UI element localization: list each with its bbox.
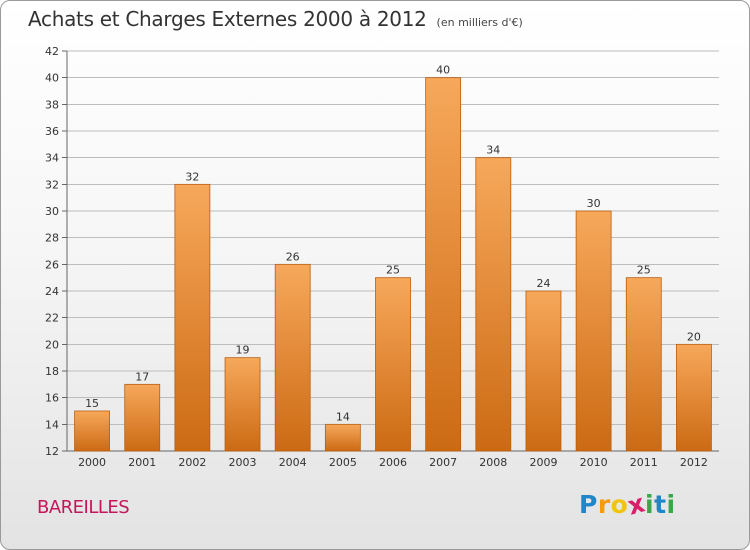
bar-2009: [525, 290, 562, 452]
y-tick-label: 36: [45, 125, 59, 138]
bar-value-label: 24: [536, 277, 550, 290]
bar-value-label: 26: [286, 250, 300, 263]
y-tick-label: 40: [45, 72, 59, 85]
logo-letter: P: [579, 490, 598, 519]
bar-value-label: 25: [637, 264, 651, 277]
x-tick-label: 2002: [178, 456, 206, 469]
y-tick-label: 18: [45, 365, 59, 378]
x-tick-label: 2003: [229, 456, 257, 469]
x-tick-label: 2006: [379, 456, 407, 469]
bar-value-label: 14: [336, 410, 350, 423]
bar-value-label: 34: [486, 144, 500, 157]
logo-letter: o: [610, 490, 629, 519]
y-tick-label: 20: [45, 338, 59, 351]
title-text: Achats et Charges Externes 2000 à 2012: [28, 7, 427, 31]
bar-2006: [375, 277, 411, 452]
x-tick-label: 2010: [580, 456, 608, 469]
x-tick-label: 2005: [329, 456, 357, 469]
y-tick-label: 28: [45, 232, 59, 245]
bar-2011: [625, 277, 662, 452]
y-tick-label: 42: [45, 45, 59, 58]
y-tick-label: 34: [45, 152, 59, 165]
bar-value-label: 15: [85, 397, 99, 410]
bar-value-label: 17: [135, 370, 149, 383]
logo-letter: i: [645, 490, 655, 519]
x-tick-label: 2004: [279, 456, 307, 469]
bar-value-label: 40: [436, 64, 450, 77]
town-name: BAREILLES: [37, 497, 130, 518]
bar-2012: [676, 343, 712, 452]
x-tick-label: 2008: [479, 456, 507, 469]
bar-2007: [425, 77, 462, 452]
logo-letter: t: [654, 490, 667, 519]
y-tick-label: 38: [45, 98, 59, 111]
x-axis: 2000 2001 2002 2003 2004 2005 2006 2007 2008 2009…: [78, 456, 708, 469]
x-tick-label: 2009: [529, 456, 557, 469]
x-tick-label: 2001: [128, 456, 156, 469]
y-tick-label: 32: [45, 178, 59, 191]
bar-value-label: 32: [185, 170, 199, 183]
x-tick-label: 2011: [630, 456, 658, 469]
bars: 15 17 32 19 26 14 25 40 34 24 30 25 20: [74, 64, 712, 452]
bar-2000: [74, 410, 110, 452]
bar-value-label: 19: [236, 344, 250, 357]
bar-value-label: 25: [386, 264, 400, 277]
y-tick-label: 12: [45, 445, 59, 458]
bar-2003: [224, 357, 261, 452]
chart-title: Achats et Charges Externes 2000 à 2012 (e…: [28, 7, 523, 31]
bar-2001: [124, 383, 161, 452]
bar-2005: [324, 423, 361, 452]
bar-2004: [274, 263, 311, 452]
y-tick-label: 30: [45, 205, 59, 218]
bar-value-label: 20: [687, 330, 701, 343]
y-tick-label: 26: [45, 258, 59, 271]
logo-letter: i: [666, 490, 676, 519]
x-tick-label: 2000: [78, 456, 106, 469]
y-tick-label: 16: [45, 392, 59, 405]
y-tick-label: 22: [45, 312, 59, 325]
y-tick-label: 24: [45, 285, 59, 298]
proxiti-logo[interactable]: Proxiti: [579, 488, 676, 520]
bar-value-label: 30: [587, 197, 601, 210]
x-tick-label: 2012: [680, 456, 708, 469]
title-unit: (en milliers d'€): [436, 16, 523, 29]
logo-letter: r: [597, 490, 611, 519]
x-tick-label: 2007: [429, 456, 457, 469]
bar-2002: [174, 183, 211, 452]
bar-2010: [575, 210, 612, 452]
bar-2008: [475, 157, 512, 452]
y-tick-label: 14: [45, 418, 59, 431]
